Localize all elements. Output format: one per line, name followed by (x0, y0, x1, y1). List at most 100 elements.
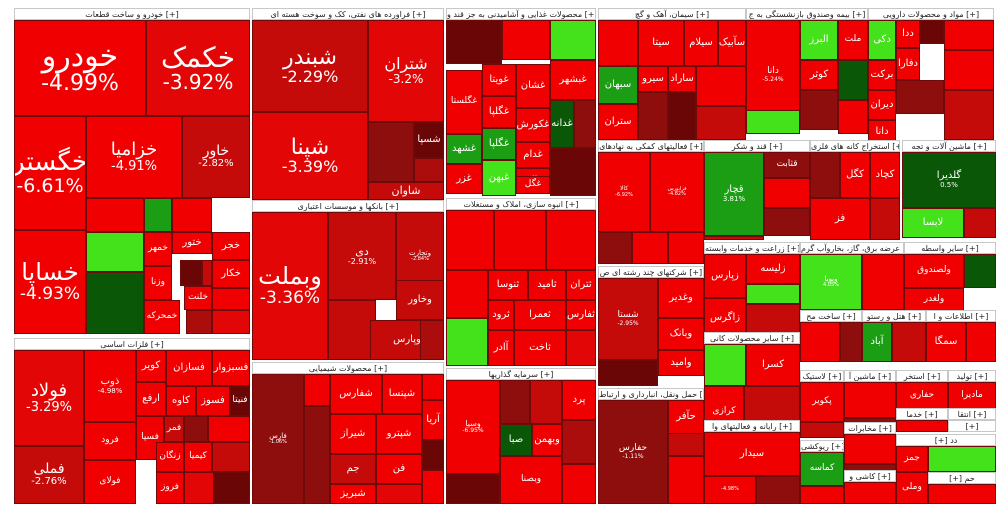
stock-tile[interactable] (144, 198, 172, 232)
stock-tile[interactable] (214, 472, 250, 504)
stock-tile[interactable] (966, 322, 996, 362)
stock-tile[interactable]: ثامید (528, 270, 566, 300)
stock-tile[interactable]: شپنا -3.39% (252, 112, 368, 200)
stock-tile[interactable]: شبریز (330, 484, 376, 504)
stock-tile[interactable]: قچار 3.81% (704, 152, 764, 236)
stock-tile[interactable] (446, 474, 500, 504)
stock-tile[interactable] (800, 90, 838, 130)
stock-tile[interactable] (184, 472, 214, 504)
stock-tile[interactable] (844, 434, 896, 464)
stock-tile[interactable] (668, 232, 704, 264)
stock-tile[interactable]: زپارس (704, 254, 746, 298)
stock-tile[interactable]: آباد (862, 322, 892, 362)
stock-tile[interactable]: کاوه (166, 386, 196, 416)
stock-tile[interactable] (704, 236, 764, 240)
stock-tile[interactable]: سیرو (638, 66, 668, 92)
sector-header[interactable]: سیمان، آهک و گچ [+] (598, 8, 746, 20)
stock-tile[interactable]: شتران -3.2% (368, 20, 444, 122)
stock-tile[interactable]: جمز (896, 446, 928, 472)
stock-tile[interactable]: غگلستا (446, 70, 482, 134)
stock-tile[interactable]: فمر (164, 416, 184, 442)
stock-tile[interactable] (422, 440, 444, 470)
stock-tile[interactable]: سآبیک (718, 20, 746, 66)
stock-tile[interactable]: فارس -1.06% (252, 374, 304, 504)
stock-tile[interactable]: خکمک -3.92% (146, 20, 250, 116)
stock-tile[interactable] (494, 210, 546, 270)
stock-tile[interactable] (422, 374, 444, 400)
stock-tile[interactable]: کیمیا (184, 442, 212, 472)
stock-tile[interactable]: حفارس -1.11% (598, 400, 668, 504)
stock-tile[interactable]: شاوان (368, 182, 444, 200)
stock-tile[interactable]: غکورش (516, 108, 550, 142)
stock-tile[interactable] (944, 50, 994, 90)
stock-tile[interactable]: زاگرس (704, 298, 746, 338)
stock-tile[interactable]: غدانه (550, 100, 574, 148)
stock-tile[interactable]: فسپا (136, 416, 164, 460)
stock-tile[interactable] (446, 20, 502, 64)
stock-tile[interactable]: فولای (84, 460, 136, 504)
stock-tile[interactable]: دیران (868, 90, 896, 120)
stock-tile[interactable]: فسازان (166, 350, 212, 386)
sector-header[interactable]: ماشین آ [+] (844, 370, 896, 382)
stock-tile[interactable] (304, 374, 330, 406)
stock-tile[interactable]: پکویر (800, 382, 844, 422)
stock-tile[interactable] (920, 20, 944, 44)
stock-tile[interactable]: کویر (136, 350, 166, 382)
stock-tile[interactable] (840, 322, 862, 362)
stock-tile[interactable]: فز (810, 198, 870, 240)
stock-tile[interactable]: خمهر (144, 232, 172, 266)
stock-tile[interactable] (304, 406, 330, 504)
stock-tile[interactable] (422, 470, 444, 504)
stock-tile[interactable] (566, 330, 596, 366)
stock-tile[interactable]: فسبزوار (212, 350, 250, 386)
stock-tile[interactable]: لابسا (902, 208, 964, 238)
sector-header[interactable]: محصولات شیمیایی [+] (252, 362, 444, 374)
sector-header[interactable]: حمل ونقل، انبارداری و ارتباط [+] (598, 388, 704, 400)
stock-tile[interactable] (704, 344, 746, 386)
stock-tile[interactable]: غگلپا (482, 96, 516, 128)
stock-tile[interactable] (632, 232, 668, 264)
stock-tile[interactable] (928, 446, 996, 472)
stock-tile[interactable] (756, 476, 800, 504)
stock-tile[interactable] (810, 152, 840, 198)
stock-tile[interactable]: حآفر (668, 400, 704, 434)
stock-tile[interactable] (800, 322, 840, 362)
stock-tile[interactable]: وزنا (144, 266, 172, 300)
stock-tile[interactable]: دفارا (896, 48, 920, 80)
stock-tile[interactable] (86, 272, 144, 334)
stock-tile[interactable] (844, 482, 896, 504)
stock-tile[interactable]: فرابورس -4.82% (650, 152, 704, 232)
stock-tile[interactable]: وبصنا (500, 456, 562, 504)
stock-tile[interactable]: غبهن (482, 160, 516, 196)
stock-tile[interactable]: خمحرکه (144, 300, 180, 334)
sector-header[interactable]: اطلاعات و ا [+] (926, 310, 996, 322)
sector-header[interactable]: محصولات غذایی و آشامیدنی به جز قند و [+] (446, 8, 596, 20)
stock-tile[interactable] (86, 232, 144, 272)
stock-tile[interactable] (446, 318, 488, 366)
stock-tile[interactable]: غویتا (482, 64, 516, 96)
sector-header[interactable]: انتقا [+] (948, 408, 996, 420)
sector-header[interactable]: رایانه و فعالیتهای وا [+] (704, 420, 800, 432)
stock-tile[interactable]: وامید (658, 350, 704, 376)
sector-header[interactable]: [+] حم (928, 472, 996, 484)
stock-tile[interactable]: خجر (212, 232, 250, 260)
stock-tile[interactable]: وبملت -3.36% (252, 212, 328, 360)
stock-tile[interactable]: ارفع (136, 382, 166, 416)
stock-tile[interactable]: غگل (516, 176, 550, 194)
stock-tile[interactable]: خودرو -4.99% (14, 20, 146, 116)
stock-tile[interactable] (964, 254, 996, 288)
stock-tile[interactable]: غگلپا (482, 128, 516, 160)
stock-tile[interactable]: شستا -2.95% (598, 278, 658, 360)
stock-tile[interactable]: جم (330, 454, 376, 484)
sector-header[interactable]: ساخت مح [+] (800, 310, 862, 322)
stock-tile[interactable]: زنگان (156, 442, 184, 472)
stock-tile[interactable] (530, 380, 562, 424)
stock-tile[interactable]: سیلام (684, 20, 718, 66)
stock-tile[interactable]: ملت (838, 20, 868, 60)
stock-tile[interactable] (668, 456, 704, 504)
stock-tile[interactable]: ثنوسا (488, 270, 528, 300)
sector-header[interactable]: شرکتهای چند رشته ای ص [+] (598, 266, 704, 278)
stock-tile[interactable]: پرد (562, 380, 596, 420)
stock-tile[interactable] (562, 420, 596, 464)
sector-header[interactable]: سایر واسطه [+] (904, 242, 996, 254)
